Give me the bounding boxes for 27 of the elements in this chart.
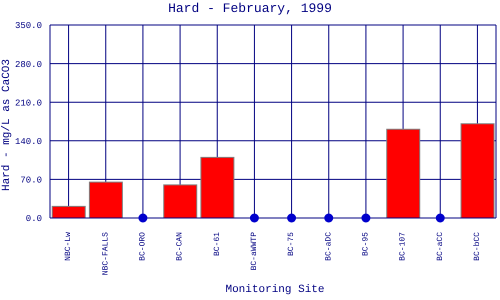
bar [52,206,86,218]
x-tick-label: BC-75 [287,232,296,256]
x-tick-label: BC-aCC [436,232,445,261]
bar [163,184,198,218]
y-tick-label: 140.0 [14,136,42,147]
y-tick-label: 0.0 [26,214,42,224]
y-axis-title: Hard - mg/L as CaCO3 [1,58,13,192]
chart-title: Hard - February, 1999 [167,1,333,16]
bar [88,182,123,218]
y-tick-label: 280.0 [14,60,42,70]
x-tick-label: NBC-Lw [64,232,74,261]
x-tick-label: BC-aWWTP [250,232,259,270]
x-tick-label: BC-61 [212,232,222,256]
y-tick-label: 350.0 [14,21,42,32]
x-tick-label: BC-ORO [138,232,148,261]
x-tick-label: BC-bCC [472,232,482,261]
x-tick-label: BC-CAN [176,232,185,261]
x-tick-label: NBC-FALLS [101,232,110,276]
x-tick-label: BC-95 [361,232,370,256]
x-tick-label: BC-aDC [324,232,334,261]
x-tick-label: BC-107 [398,232,408,261]
bar [200,156,234,218]
y-tick-label: 70.0 [20,176,42,186]
y-tick-label: 210.0 [14,98,42,108]
bar [460,123,495,218]
bar [386,128,420,218]
x-axis-title: Monitoring Site [224,284,326,296]
